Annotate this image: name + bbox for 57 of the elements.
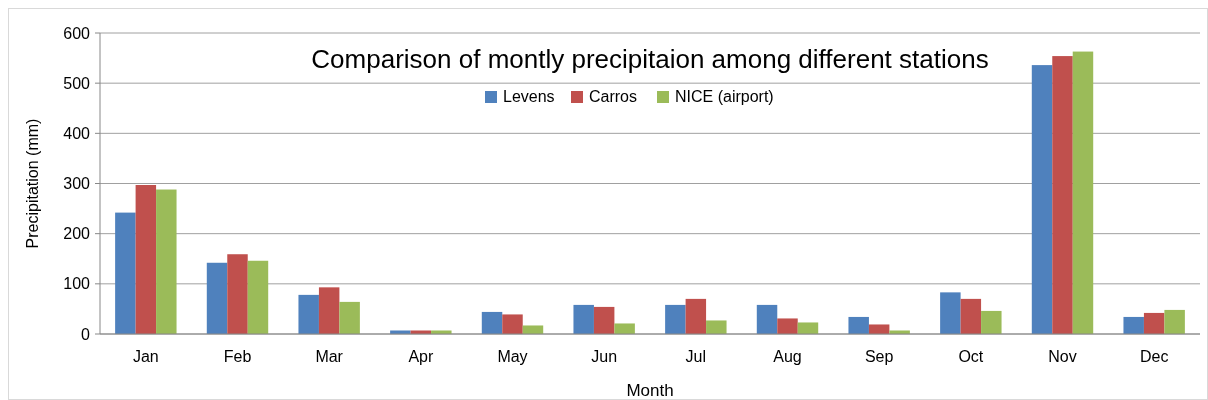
bar <box>1052 56 1073 334</box>
y-tick-label: 0 <box>81 325 91 343</box>
bar <box>227 254 248 334</box>
x-tick-label: Mar <box>315 348 344 365</box>
bar <box>685 298 707 334</box>
x-tick-label: Apr <box>408 348 434 365</box>
y-tick-label: 200 <box>63 225 91 243</box>
x-tick-label: Jan <box>132 348 159 365</box>
bar <box>614 323 635 334</box>
legend-label: NICE (airport) <box>675 88 774 105</box>
bar <box>665 304 686 334</box>
bar <box>135 185 157 334</box>
bar <box>522 325 544 334</box>
bar <box>981 310 1002 334</box>
x-tick-label: Sep <box>864 348 894 365</box>
bar <box>156 189 177 334</box>
y-axis-title: Precipitation (mm) <box>24 118 41 249</box>
x-tick-label: Jul <box>685 348 707 365</box>
bar <box>593 306 615 334</box>
x-tick-label: Feb <box>223 348 252 365</box>
bar <box>940 292 961 334</box>
y-tick-label: 100 <box>63 275 91 293</box>
bar <box>481 311 503 334</box>
bar <box>848 316 869 334</box>
bar <box>1123 316 1144 334</box>
chart-title: Comparison of montly precipitaion among different stations <box>311 44 989 74</box>
x-tick-label: Aug <box>773 348 802 365</box>
bar <box>960 298 982 334</box>
legend-label: Levens <box>503 88 555 105</box>
bar <box>1031 65 1053 334</box>
bar <box>756 304 778 334</box>
bar <box>797 322 819 334</box>
y-tick-label: 400 <box>63 124 91 142</box>
bar <box>573 304 594 334</box>
x-tick-label: Oct <box>958 348 984 365</box>
bar <box>1072 51 1094 334</box>
bar <box>868 324 890 334</box>
legend-label: Carros <box>589 88 638 105</box>
bar <box>339 301 360 334</box>
bar <box>502 314 523 334</box>
x-axis-title: Month <box>626 381 674 400</box>
y-tick-label: 500 <box>63 74 91 92</box>
bar <box>1143 312 1165 334</box>
bar <box>115 212 136 334</box>
bar <box>206 262 228 334</box>
bar <box>1164 309 1185 334</box>
bar <box>777 318 798 334</box>
x-tick-label: Dec <box>1139 348 1169 365</box>
x-tick-label: Jun <box>591 348 618 365</box>
bar <box>247 260 269 334</box>
y-tick-label: 300 <box>63 175 91 193</box>
y-tick-label: 600 <box>63 24 91 42</box>
bar <box>318 287 340 334</box>
bar <box>298 294 319 334</box>
bar <box>706 320 727 334</box>
x-tick-label: May <box>497 348 528 365</box>
x-tick-label: Nov <box>1048 348 1077 365</box>
